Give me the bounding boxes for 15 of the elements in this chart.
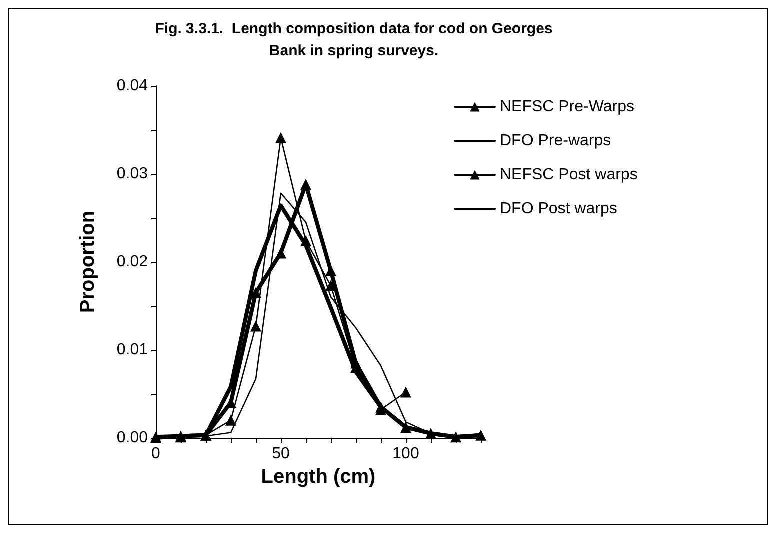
chart-title: Fig. 3.3.1. Length composition data for cod on Georges Bank in spring surveys. (155, 20, 553, 60)
y-axis-title: Proportion (77, 210, 99, 314)
legend-label: NEFSC Post warps (500, 166, 638, 184)
y-tick-label: 0.02 (116, 254, 148, 270)
x-tick-label: 50 (272, 446, 290, 462)
y-tick-label: 0.03 (116, 166, 148, 182)
y-tick-label: 0.01 (116, 342, 148, 358)
legend-label: NEFSC Pre-Warps (500, 98, 635, 116)
y-tick-label: 0.04 (116, 78, 148, 94)
x-tick-label: 100 (392, 446, 420, 462)
x-axis-title: Length (cm) (261, 466, 376, 488)
y-tick-label: 0.00 (116, 430, 148, 446)
legend-label: DFO Pre-warps (500, 132, 612, 150)
legend-label: DFO Post warps (500, 200, 618, 218)
x-tick-label: 0 (152, 446, 161, 462)
